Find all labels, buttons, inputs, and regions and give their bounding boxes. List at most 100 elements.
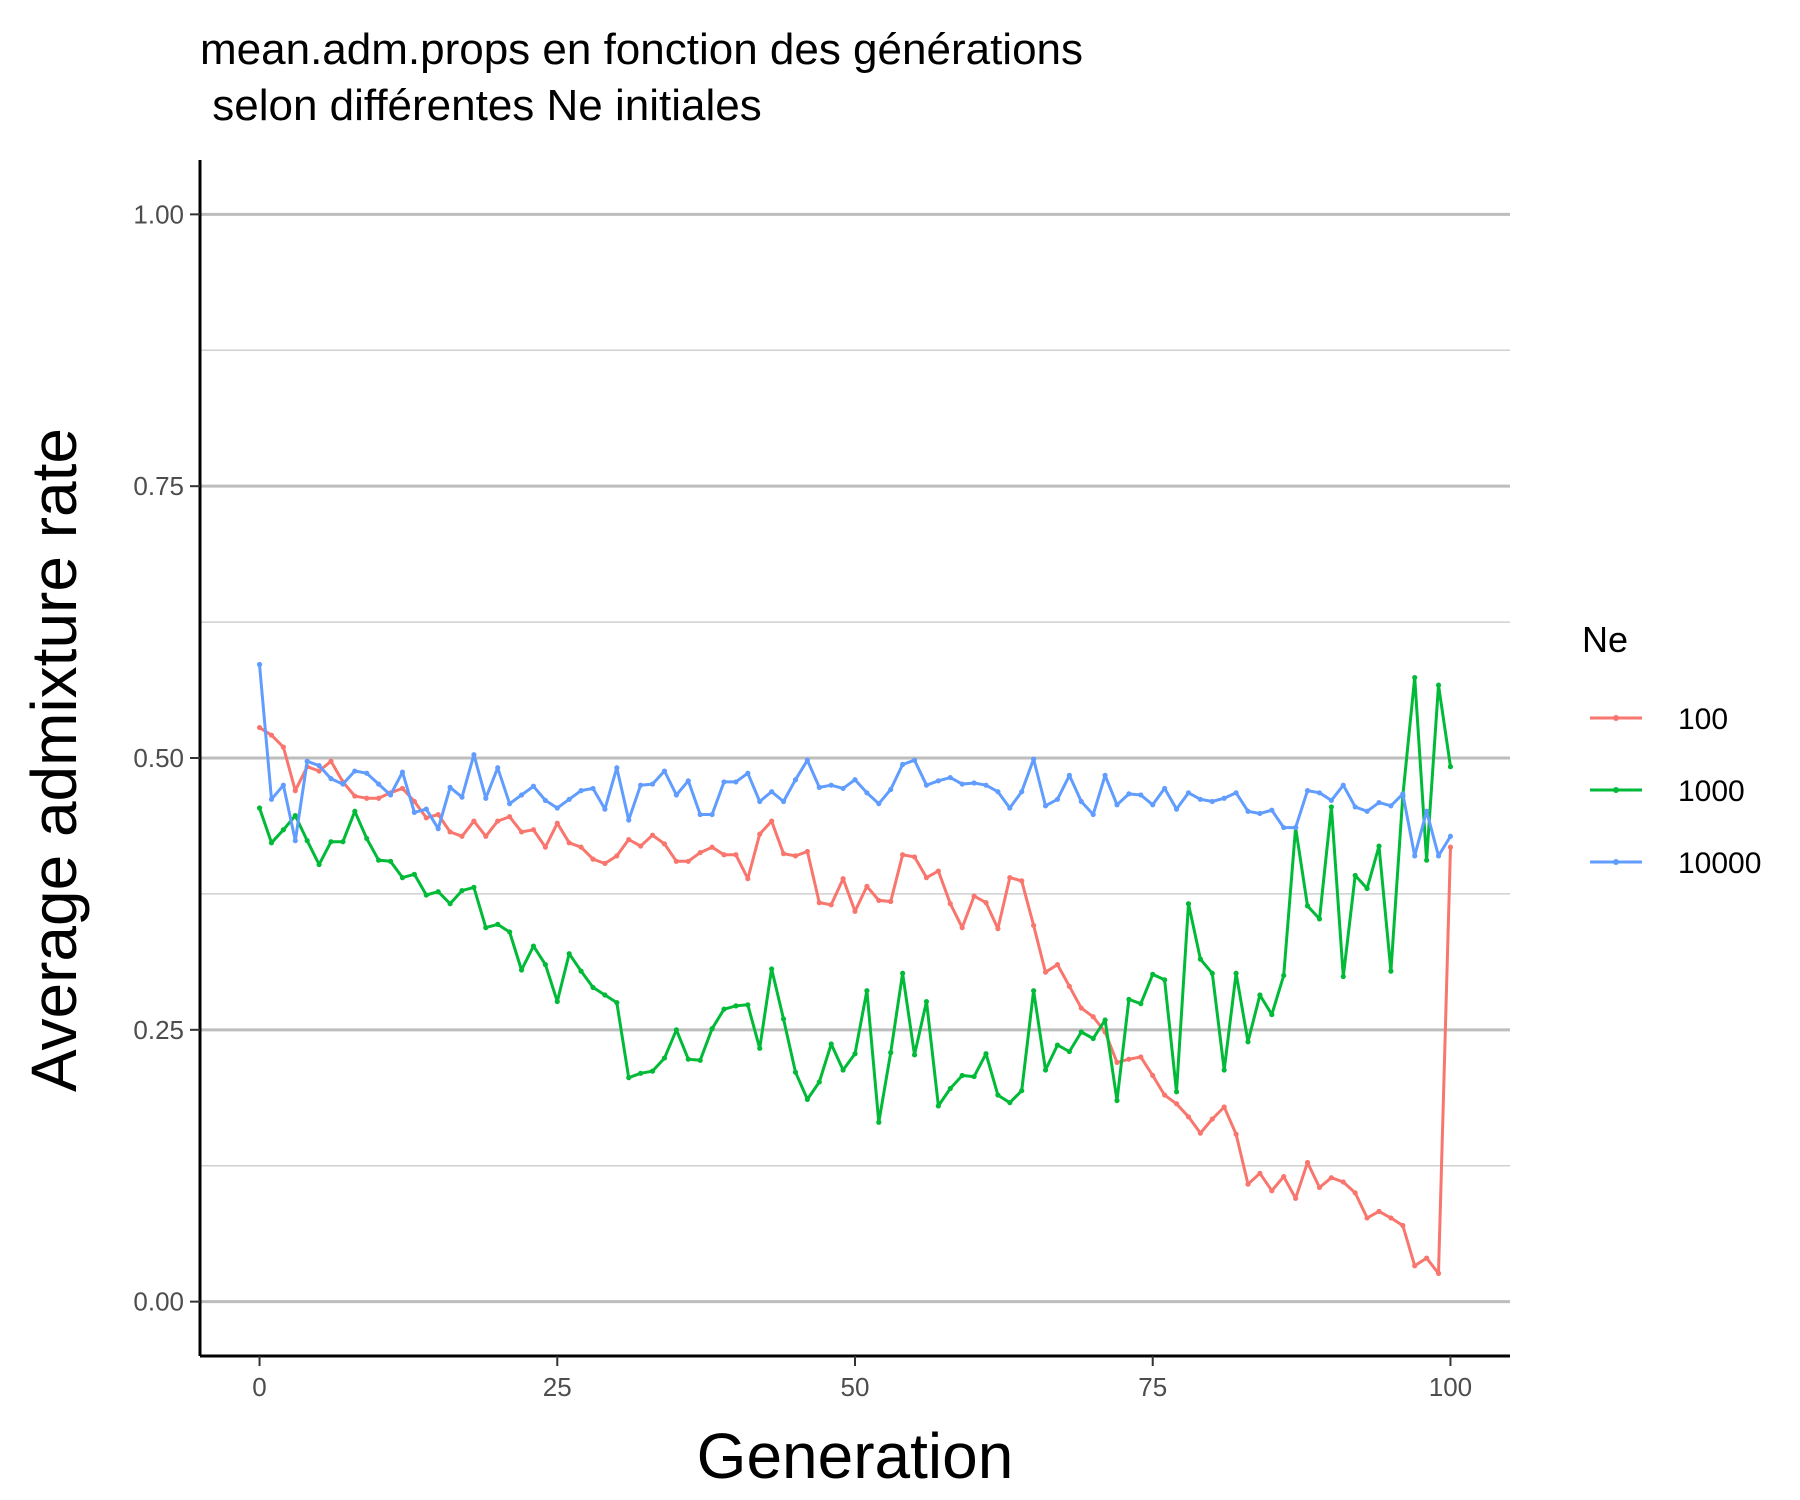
data-point xyxy=(685,858,691,864)
data-point xyxy=(1019,1088,1025,1094)
data-point xyxy=(1233,970,1239,976)
data-point xyxy=(1269,1188,1275,1194)
data-point xyxy=(459,833,465,839)
data-point xyxy=(1364,808,1370,814)
data-point xyxy=(495,765,501,771)
data-point xyxy=(1150,1072,1156,1079)
data-point xyxy=(1281,1174,1287,1180)
data-point xyxy=(1328,804,1334,810)
data-point xyxy=(911,1052,918,1058)
data-point xyxy=(1066,772,1072,778)
data-point xyxy=(1412,674,1418,681)
data-point xyxy=(1090,811,1096,818)
data-point xyxy=(566,951,572,957)
data-point xyxy=(1257,810,1263,817)
data-point xyxy=(935,778,941,784)
data-point xyxy=(947,901,953,907)
data-point xyxy=(888,1050,894,1056)
data-point xyxy=(387,792,394,798)
data-point xyxy=(376,781,382,787)
data-point xyxy=(328,776,334,782)
data-point xyxy=(590,984,596,991)
data-point xyxy=(1042,969,1049,975)
data-point xyxy=(1209,970,1215,976)
data-point xyxy=(757,1045,763,1051)
data-point xyxy=(1245,1039,1251,1045)
data-point xyxy=(923,782,930,788)
data-point xyxy=(900,761,906,768)
data-point xyxy=(1340,782,1346,788)
data-point xyxy=(507,929,513,935)
data-point xyxy=(471,818,477,824)
data-point xyxy=(935,1103,941,1109)
data-point xyxy=(1126,996,1132,1002)
data-point xyxy=(852,777,858,783)
data-point xyxy=(780,851,787,857)
data-point xyxy=(1138,792,1144,798)
data-point xyxy=(995,1092,1001,1098)
y-tick-label: 0.50 xyxy=(133,743,184,773)
data-point xyxy=(459,888,465,894)
data-point xyxy=(1221,795,1227,801)
data-point xyxy=(1221,1104,1227,1110)
data-point xyxy=(804,757,810,763)
data-point xyxy=(507,801,513,807)
data-point xyxy=(1090,1014,1096,1020)
data-point xyxy=(864,790,870,796)
data-point xyxy=(709,844,715,850)
data-point xyxy=(483,925,489,931)
data-point xyxy=(971,1073,977,1080)
data-point xyxy=(280,782,286,788)
data-point xyxy=(935,868,941,874)
data-point xyxy=(435,811,441,818)
x-axis-title: Generation xyxy=(697,1420,1014,1492)
x-tick-label: 100 xyxy=(1429,1372,1472,1402)
chart-title-line-2: selon différentes Ne initiales xyxy=(200,81,762,130)
data-point xyxy=(554,998,560,1005)
data-point xyxy=(709,1026,715,1032)
data-point xyxy=(1078,798,1084,805)
data-point xyxy=(1364,1215,1370,1221)
data-point xyxy=(983,900,989,906)
data-point xyxy=(280,744,286,750)
data-point xyxy=(1054,796,1061,802)
data-point xyxy=(340,839,346,845)
data-point xyxy=(697,1057,703,1063)
data-point xyxy=(840,876,846,882)
data-point xyxy=(947,774,953,781)
data-point xyxy=(1447,764,1454,770)
data-point xyxy=(757,798,763,805)
data-point xyxy=(495,921,501,927)
data-point xyxy=(911,757,918,763)
data-point xyxy=(268,796,275,802)
data-point xyxy=(1114,1059,1120,1066)
data-point xyxy=(1031,988,1037,994)
data-point xyxy=(888,898,894,905)
data-point xyxy=(328,839,334,845)
data-point xyxy=(1054,1042,1061,1048)
data-point xyxy=(852,908,858,914)
y-tick-label: 0.25 xyxy=(133,1015,184,1045)
data-point xyxy=(911,854,918,860)
data-point xyxy=(1031,922,1037,929)
data-point xyxy=(328,758,334,764)
data-point xyxy=(1162,1092,1168,1098)
data-point xyxy=(304,758,310,764)
data-point xyxy=(447,784,453,790)
data-point xyxy=(697,811,703,818)
data-point xyxy=(1066,983,1072,989)
legend: Ne 100 1000 10000 xyxy=(1582,619,1761,880)
data-point xyxy=(1114,802,1120,808)
data-point xyxy=(1042,1067,1049,1073)
data-point xyxy=(268,840,275,846)
data-point xyxy=(947,1085,953,1092)
data-point xyxy=(1007,1100,1013,1106)
data-point xyxy=(780,798,787,805)
data-point xyxy=(1209,1116,1215,1122)
data-point xyxy=(399,875,406,881)
data-point xyxy=(316,768,322,774)
data-point xyxy=(376,857,382,863)
data-point xyxy=(697,849,703,856)
data-point xyxy=(959,1072,965,1079)
data-point xyxy=(1102,1017,1108,1023)
